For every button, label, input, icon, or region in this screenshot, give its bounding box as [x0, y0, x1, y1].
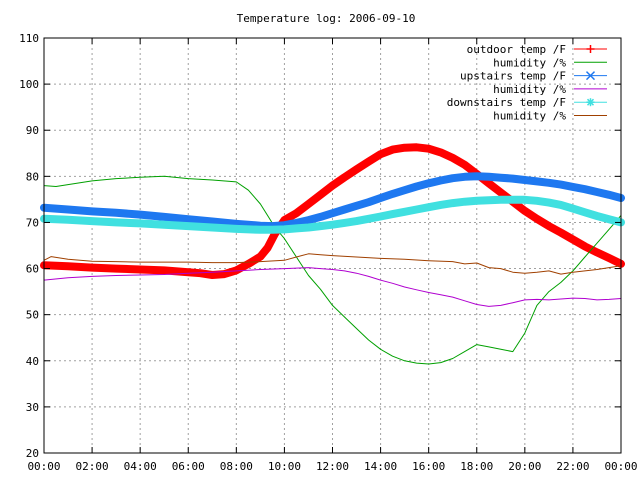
x-tick-label: 02:00	[76, 460, 109, 473]
x-tick-label: 18:00	[460, 460, 493, 473]
x-tick-label: 04:00	[124, 460, 157, 473]
legend-label-5: humidity /%	[493, 110, 566, 123]
chart-title: Temperature log: 2006-09-10	[237, 12, 416, 25]
axis-ticks: 20 30 40 50 60 70 80 90 100 110 00:00 02:00 04:00 06:…	[19, 32, 637, 473]
x-tick-label: 14:00	[364, 460, 397, 473]
series-line-4	[40, 195, 625, 234]
x-tick-label: 08:00	[220, 460, 253, 473]
y-tick-label: 40	[26, 355, 39, 368]
x-tick-label: 12:00	[316, 460, 349, 473]
series-line-0	[40, 143, 625, 279]
legend-marker-4	[586, 98, 595, 107]
y-tick-label: 90	[26, 124, 39, 137]
x-tick-label: 00:00	[27, 460, 60, 473]
series-layer	[40, 143, 625, 365]
series-line-3	[43, 267, 622, 307]
legend-label-4: downstairs temp /F	[447, 96, 566, 109]
x-tick-label: 00:00	[604, 460, 637, 473]
legend-label-2: upstairs temp /F	[460, 70, 566, 83]
y-tick-label: 20	[26, 447, 39, 460]
marker-stroke	[586, 98, 595, 106]
legend-marker-2	[585, 71, 596, 81]
y-tick-label: 60	[26, 263, 39, 276]
legend-label-0: outdoor temp /F	[467, 43, 566, 56]
series-line-5	[43, 253, 622, 275]
legend-label-1: humidity /%	[493, 56, 566, 69]
x-tick-label: 20:00	[508, 460, 541, 473]
y-tick-label: 80	[26, 170, 39, 183]
y-tick-label: 70	[26, 216, 39, 229]
x-tick-label: 10:00	[268, 460, 301, 473]
series-line-2	[40, 172, 625, 231]
y-tick-label: 100	[19, 78, 39, 91]
y-tick-label: 30	[26, 401, 39, 414]
x-tick-label: 06:00	[172, 460, 205, 473]
y-tick-label: 50	[26, 309, 39, 322]
x-tick-label: 16:00	[412, 460, 445, 473]
marker-stroke	[585, 71, 596, 81]
y-tick-label: 110	[19, 32, 39, 45]
legend-label-3: humidity /%	[493, 83, 566, 96]
series-line-1	[43, 175, 622, 365]
legend-marker-0	[586, 45, 595, 53]
x-tick-label: 22:00	[556, 460, 589, 473]
